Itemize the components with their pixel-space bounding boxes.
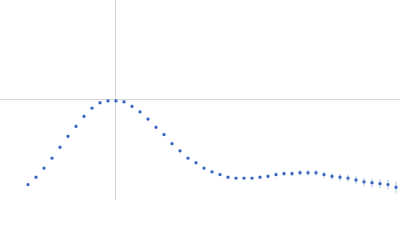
- data-point: [226, 175, 230, 179]
- data-point: [338, 175, 342, 179]
- data-point: [234, 176, 238, 180]
- data-point: [306, 171, 310, 175]
- data-point: [242, 176, 246, 180]
- data-point: [154, 125, 158, 129]
- data-point: [314, 171, 318, 175]
- data-point: [66, 134, 70, 138]
- data-point: [274, 172, 278, 177]
- data-point: [162, 132, 166, 137]
- data-point: [178, 149, 182, 153]
- data-point: [98, 101, 102, 105]
- data-point: [106, 99, 110, 103]
- data-point: [26, 182, 30, 187]
- data-point: [202, 166, 206, 170]
- data-point: [266, 174, 270, 178]
- page: (() => { const data = JSON.parse(documen…: [0, 0, 400, 200]
- data-point: [146, 117, 150, 121]
- data-point: [322, 172, 326, 177]
- data-point: [346, 176, 350, 180]
- data-point: [122, 100, 126, 104]
- data-point: [330, 174, 334, 178]
- data-point: [130, 104, 134, 108]
- data-point: [290, 172, 294, 176]
- data-point: [354, 178, 358, 182]
- data-point: [258, 175, 262, 179]
- data-point: [74, 124, 78, 128]
- data-point: [114, 99, 118, 103]
- data-point: [194, 161, 198, 165]
- data-point: [170, 142, 174, 146]
- data-point: [218, 172, 222, 177]
- data-point: [210, 170, 214, 174]
- data-point: [58, 145, 62, 149]
- data-point: [50, 156, 54, 160]
- data-point: [34, 175, 38, 179]
- data-point: [82, 114, 86, 118]
- data-point: [90, 106, 94, 110]
- data-point: [378, 182, 382, 186]
- chart: [0, 0, 400, 200]
- data-point: [370, 181, 374, 185]
- data-point: [42, 166, 46, 170]
- data-point: [138, 110, 142, 114]
- data-point: [298, 171, 302, 175]
- data-point: [362, 180, 366, 184]
- data-point: [386, 182, 390, 187]
- data-point: [250, 176, 254, 180]
- data-point: [186, 156, 190, 160]
- data-point: [394, 185, 398, 189]
- data-point: [282, 172, 286, 176]
